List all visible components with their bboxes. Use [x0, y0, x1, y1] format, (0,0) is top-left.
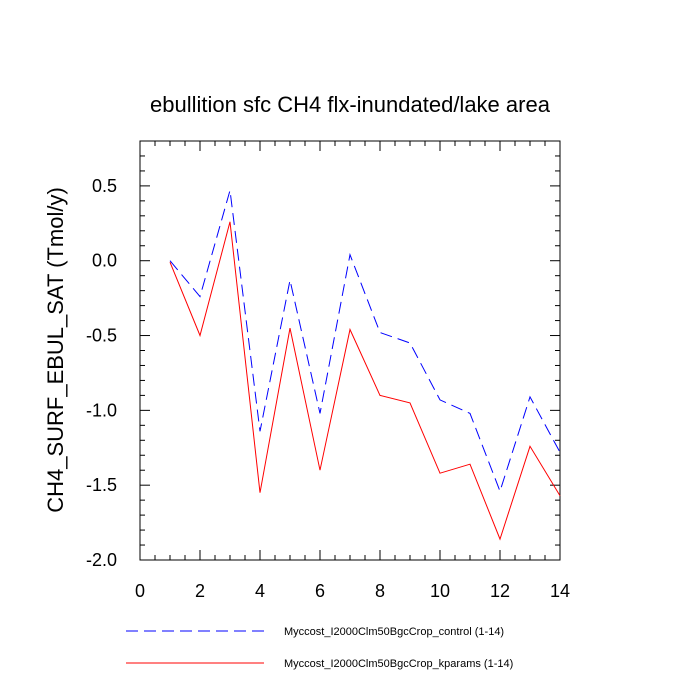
y-tick-label: -1.5: [86, 475, 117, 495]
legend-label-1: Myccost_I2000Clm50BgcCrop_control (1-14): [284, 626, 504, 638]
y-tick-label: 0.5: [92, 176, 117, 196]
plot-area: 0 2 4 6 8 10 12 14 -2.0 -1.5 -1.0 -0.5 0.0 0.5: [86, 140, 570, 601]
y-tick-label: -1.0: [86, 400, 117, 420]
x-tick-label: 0: [135, 581, 145, 601]
y-tick-label: -0.5: [86, 326, 117, 346]
chart-title: ebullition sfc CH4 flx-inundated/lake ar…: [150, 92, 551, 117]
y-tick-label: 0.0: [92, 251, 117, 271]
series-line-1: [169, 190, 561, 493]
x-tick-label: 10: [430, 581, 450, 601]
y-tick-label: -2.0: [86, 550, 117, 570]
plot-frame: [139, 140, 561, 561]
x-tick-label: 6: [315, 581, 325, 601]
series-line-2: [169, 221, 561, 541]
x-tick-label: 14: [550, 581, 570, 601]
legend-label-2: Myccost_I2000Clm50BgcCrop_kparams (1-14): [284, 658, 513, 670]
x-tick-label: 2: [195, 581, 205, 601]
x-tick-label: 4: [255, 581, 265, 601]
x-tick-label: 12: [490, 581, 510, 601]
legend: Myccost_I2000Clm50BgcCrop_control (1-14)…: [126, 626, 513, 670]
y-axis-label: CH4_SURF_EBUL_SAT (Tmol/y): [43, 187, 68, 513]
x-tick-label: 8: [375, 581, 385, 601]
